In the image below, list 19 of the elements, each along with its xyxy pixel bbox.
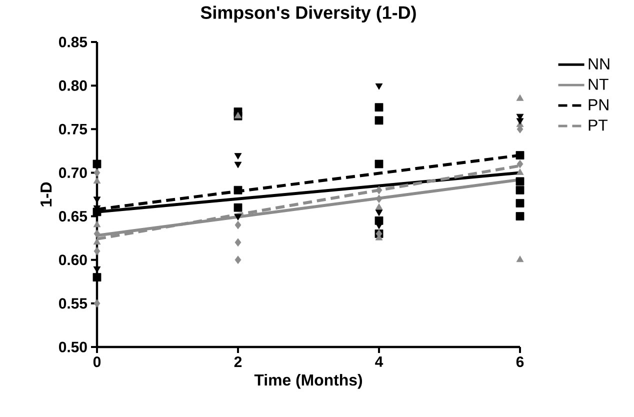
y-tick-label: 0.80: [58, 80, 87, 91]
legend-label: NN: [588, 58, 610, 70]
x-tick-label: 2: [234, 356, 242, 367]
legend-label: PT: [588, 120, 608, 131]
y-tick-label: 0.70: [58, 167, 87, 178]
x-axis-title: Time (Months): [254, 374, 362, 389]
y-axis-title: 1-D: [40, 182, 52, 206]
y-tick-label: 0.55: [58, 298, 88, 309]
y-tick-label: 0.85: [58, 36, 88, 48]
x-tick-label: 0: [93, 356, 101, 368]
chart-title: Simpson's Diversity (1-D): [200, 6, 416, 22]
y-tick-label: 0.75: [58, 124, 88, 134]
y-tick-label: 0.65: [58, 210, 88, 222]
legend-label: PN: [588, 99, 608, 110]
x-tick-label: 6: [516, 356, 524, 368]
legend-label: NT: [588, 78, 608, 90]
y-tick-label: 0.50: [58, 342, 87, 352]
y-tick-label: 0.60: [58, 254, 87, 266]
x-tick-label: 4: [375, 356, 384, 367]
